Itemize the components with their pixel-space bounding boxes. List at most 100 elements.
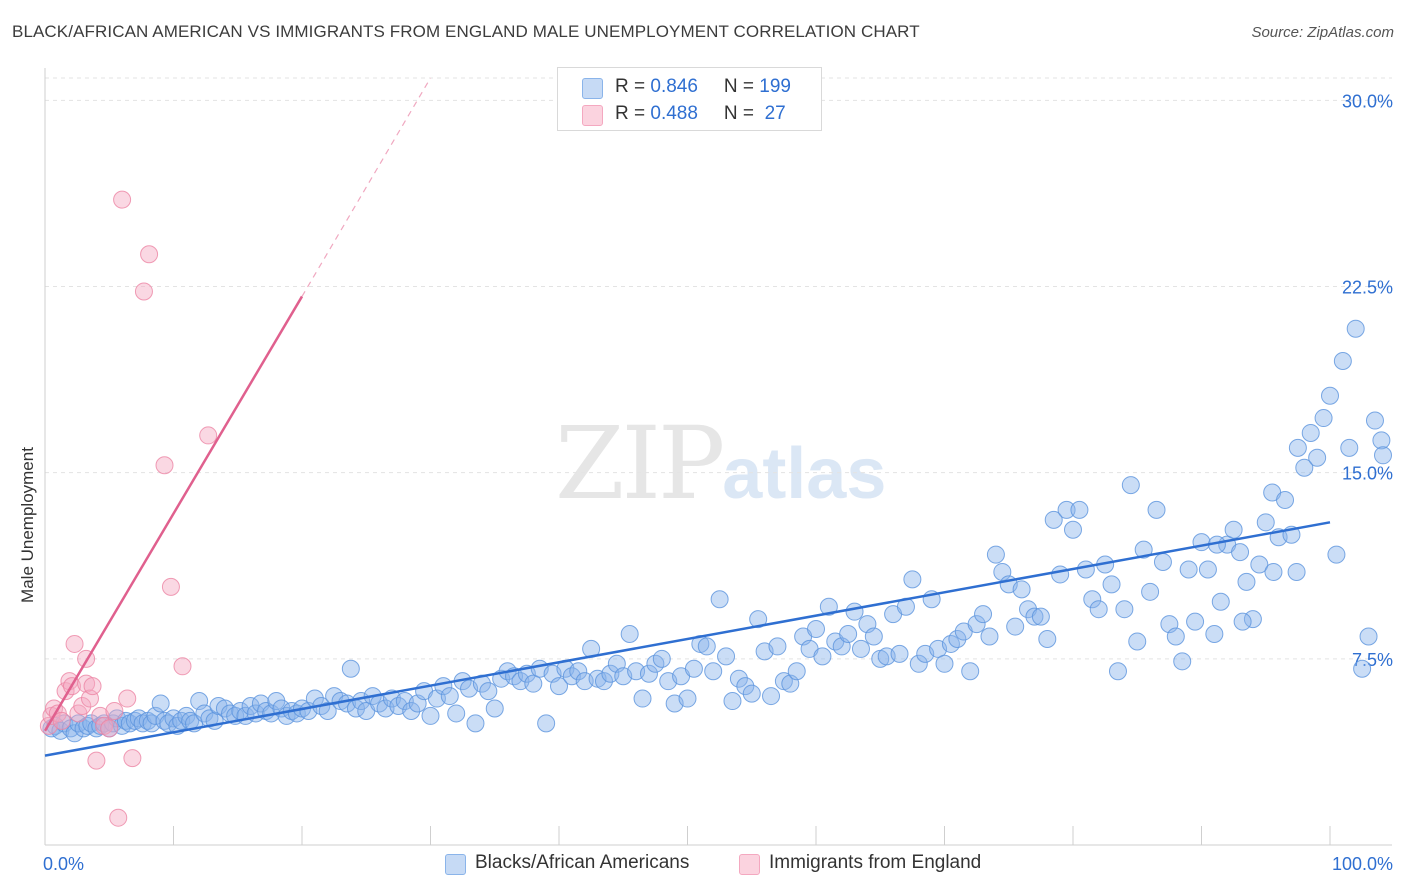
point-blacks xyxy=(684,659,703,678)
point-england xyxy=(123,749,142,768)
point-blacks xyxy=(1321,386,1339,405)
point-blacks xyxy=(1308,448,1327,467)
bottom-legend-swatch-blacks xyxy=(445,854,466,875)
point-blacks xyxy=(466,714,485,733)
point-blacks xyxy=(537,714,556,733)
point-blacks xyxy=(909,654,928,673)
point-blacks xyxy=(903,570,922,589)
point-blacks xyxy=(1044,510,1063,529)
bottom-legend-swatch-england xyxy=(739,854,760,875)
point-blacks xyxy=(1256,513,1275,532)
point-blacks xyxy=(839,625,858,644)
point-england xyxy=(118,689,137,708)
point-england xyxy=(134,282,153,301)
point-blacks xyxy=(1198,560,1217,579)
point-blacks xyxy=(1083,590,1102,609)
point-blacks xyxy=(1359,627,1378,646)
point-blacks xyxy=(1353,659,1372,678)
point-blacks xyxy=(1346,319,1365,338)
point-blacks xyxy=(1333,351,1352,370)
point-blacks xyxy=(980,627,999,646)
point-blacks xyxy=(479,682,498,701)
point-blacks xyxy=(1121,476,1140,495)
point-blacks xyxy=(594,672,613,691)
point-blacks xyxy=(768,637,787,656)
point-blacks xyxy=(1038,629,1057,648)
bottom-legend-label-england: Immigrants from England xyxy=(769,852,982,873)
point-blacks xyxy=(485,699,504,718)
point-blacks xyxy=(697,637,716,656)
legend-swatch-england xyxy=(582,105,603,126)
point-blacks xyxy=(1147,500,1166,519)
point-blacks xyxy=(1192,533,1211,552)
point-blacks xyxy=(717,647,736,666)
point-blacks xyxy=(1012,580,1031,599)
point-blacks xyxy=(1205,625,1224,644)
point-blacks xyxy=(620,625,639,644)
point-england xyxy=(199,426,218,445)
point-blacks xyxy=(935,654,954,673)
point-england xyxy=(83,677,102,696)
y-tick-label: 7.5% xyxy=(1352,650,1393,670)
point-blacks xyxy=(729,669,748,688)
point-blacks xyxy=(819,597,838,616)
point-england xyxy=(155,456,174,475)
point-england xyxy=(113,190,132,209)
legend-row-england: R = 0.488 N = 27 xyxy=(558,100,821,128)
point-blacks xyxy=(890,644,909,663)
point-blacks xyxy=(1153,553,1172,572)
point-blacks xyxy=(1179,560,1198,579)
x-tick-label: 0.0% xyxy=(43,854,84,874)
legend-r-label: R = xyxy=(615,103,651,124)
point-blacks xyxy=(678,689,697,708)
point-blacks xyxy=(736,677,755,696)
point-blacks xyxy=(1372,431,1391,450)
point-blacks xyxy=(986,545,1005,564)
point-blacks xyxy=(710,590,729,609)
watermark: ZIPatlas xyxy=(555,405,886,522)
y-axis-label-wrap: Male Unemployment xyxy=(17,310,39,740)
point-blacks xyxy=(974,605,993,624)
point-blacks xyxy=(1327,545,1346,564)
point-england xyxy=(73,696,92,715)
trend-line-england-extension xyxy=(301,77,432,297)
point-blacks xyxy=(524,674,543,693)
point-blacks xyxy=(1064,520,1082,539)
point-blacks xyxy=(1211,592,1230,611)
legend-r-value: 0.488 xyxy=(650,103,698,124)
watermark-atlas: atlas xyxy=(722,434,887,514)
point-blacks xyxy=(1231,543,1250,562)
trend-line-england xyxy=(43,295,304,732)
point-england xyxy=(87,751,106,770)
point-blacks xyxy=(318,701,337,720)
point-blacks xyxy=(723,692,742,711)
stats-legend: R = 0.846 N = 199 R = 0.488 N = 27 xyxy=(557,67,822,131)
point-blacks xyxy=(1276,490,1295,509)
point-blacks xyxy=(1006,617,1025,636)
watermark-zip: ZIP xyxy=(555,405,725,522)
point-blacks xyxy=(652,649,671,668)
point-blacks xyxy=(1186,612,1205,631)
point-blacks xyxy=(807,620,825,639)
point-england xyxy=(65,634,84,653)
point-blacks xyxy=(1166,627,1185,646)
point-blacks xyxy=(742,684,761,703)
point-england xyxy=(140,245,159,264)
point-blacks xyxy=(1134,540,1153,559)
point-blacks xyxy=(967,615,986,634)
chart-title: BLACK/AFRICAN AMERICAN VS IMMIGRANTS FRO… xyxy=(12,22,920,41)
point-blacks xyxy=(447,704,466,723)
point-blacks xyxy=(1089,600,1108,619)
point-blacks xyxy=(341,659,360,678)
point-blacks xyxy=(845,602,864,621)
point-blacks xyxy=(851,639,870,658)
y-tick-label: 15.0% xyxy=(1342,464,1393,484)
point-england xyxy=(109,808,128,827)
point-blacks xyxy=(1340,438,1359,457)
legend-r-label: R = xyxy=(615,76,651,97)
legend-n-value: 27 xyxy=(759,103,786,124)
point-blacks xyxy=(215,699,234,718)
point-blacks xyxy=(1070,500,1089,519)
point-blacks xyxy=(1173,652,1192,671)
